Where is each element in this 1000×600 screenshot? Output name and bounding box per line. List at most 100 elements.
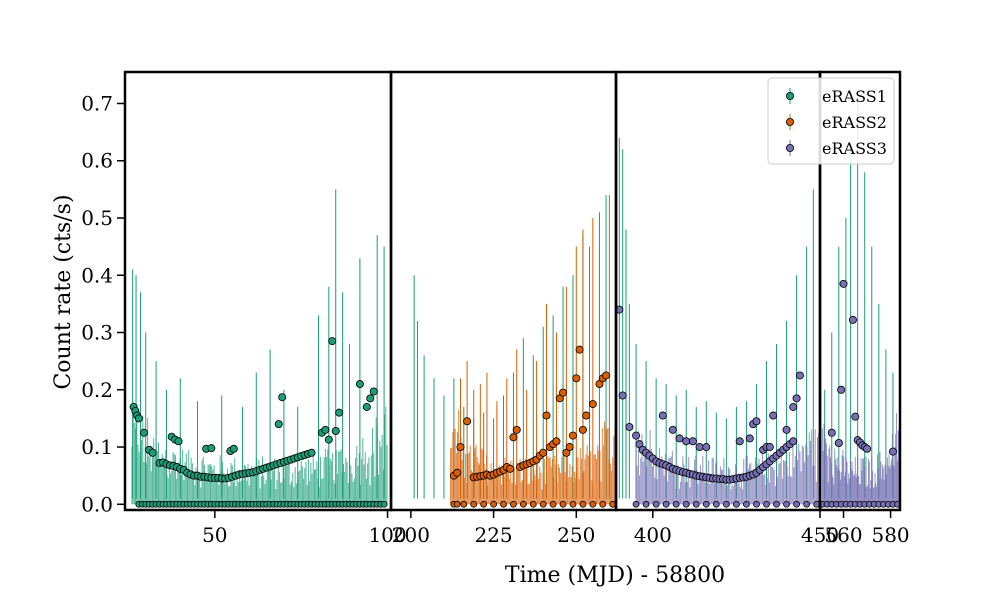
data-point [331,426,340,435]
data-point [463,417,472,426]
y-tick-label: 0.7 [81,91,113,115]
data-point [321,425,330,434]
x-tick-label: 200 [392,523,430,547]
legend-label: eRASS2 [822,113,887,132]
data-point [453,468,462,477]
data-point-zero [632,500,640,508]
y-tick-label: 0.6 [81,149,113,173]
data-point-zero [803,500,811,508]
data-point-zero [793,500,800,508]
data-point [134,414,143,423]
data-point [827,428,836,437]
data-point [366,394,375,403]
data-point-zero [722,500,730,508]
data-point [848,315,857,324]
data-point [274,420,283,429]
data-point-zero [480,500,488,508]
data-point [324,435,333,444]
data-point-zero [773,500,780,508]
data-point [588,400,597,409]
data-point-zero [662,500,670,508]
data-point [559,388,568,397]
data-point-zero [453,500,461,508]
data-point-zero [743,500,750,508]
data-point-zero [672,500,680,508]
x-axis-label: Time (MJD) - 58800 [505,563,725,588]
panel-2 [413,195,616,508]
data-point-zero [642,500,650,508]
data-point [834,439,843,448]
data-point [668,425,677,434]
legend-marker [786,143,795,152]
x-tick-label: 50 [202,523,227,547]
data-point [582,411,591,420]
data-point [539,448,548,457]
data-point [229,444,238,453]
data-point [565,443,574,452]
data-point-zero [490,500,497,508]
data-point [506,464,515,473]
data-point [568,431,577,440]
y-axis-label: Count rate (cts/s) [51,194,76,389]
panel-3 [616,137,820,508]
data-point-zero [529,500,537,508]
data-point [789,437,798,446]
x-tick-label: 225 [474,523,512,547]
data-point-zero [519,500,527,508]
legend: eRASS1 eRASS2 eRASS3 [767,77,895,165]
data-point [769,411,778,420]
data-point [278,393,287,402]
data-point [745,434,754,443]
x-tick-label: 450 [801,523,839,547]
data-point [765,443,774,452]
y-tick-label: 0.5 [81,206,113,230]
data-point [682,437,691,446]
data-point [688,437,697,446]
data-point [863,444,872,453]
data-point [512,425,521,434]
data-point [789,402,798,411]
plot-area [123,70,902,512]
data-point-zero [763,500,770,508]
data-point-zero [894,500,900,508]
data-point [618,391,627,400]
legend-marker [786,92,795,101]
data-point-zero [569,500,577,508]
legend-label: eRASS1 [822,87,887,106]
data-point [702,443,711,452]
data-point-zero [589,500,597,508]
data-point [139,428,148,437]
panel-frame [818,70,902,512]
x-tick-label: 100 [368,523,406,547]
data-point-zero [599,500,607,508]
data-point [795,371,804,380]
y-axis: 0.0 0.1 0.2 0.3 0.4 0.5 0.6 0.7 [81,91,125,516]
legend-box [767,77,895,165]
data-point-zero [753,500,760,508]
data-point [632,431,641,440]
data-point [888,447,897,456]
data-point [355,380,364,389]
data-point [851,412,860,421]
data-point [307,448,316,457]
data-point-zero [712,500,720,508]
data-point-zero [500,500,507,508]
y-tick-label: 0.0 [81,492,113,516]
data-point [552,437,561,446]
data-point-zero [732,500,740,508]
data-point [782,425,791,434]
y-tick-label: 0.1 [81,435,113,459]
data-point [369,387,378,396]
data-point [207,444,216,453]
data-point [328,337,337,346]
x-tick-label: 580 [871,523,909,547]
data-point [335,408,344,417]
data-point-zero [539,500,547,508]
panel-frame [123,70,393,512]
data-point-zero [470,500,478,508]
y-tick-label: 0.4 [81,263,113,287]
legend-marker [786,118,795,127]
data-point-zero [460,500,468,508]
data-point [456,443,465,452]
